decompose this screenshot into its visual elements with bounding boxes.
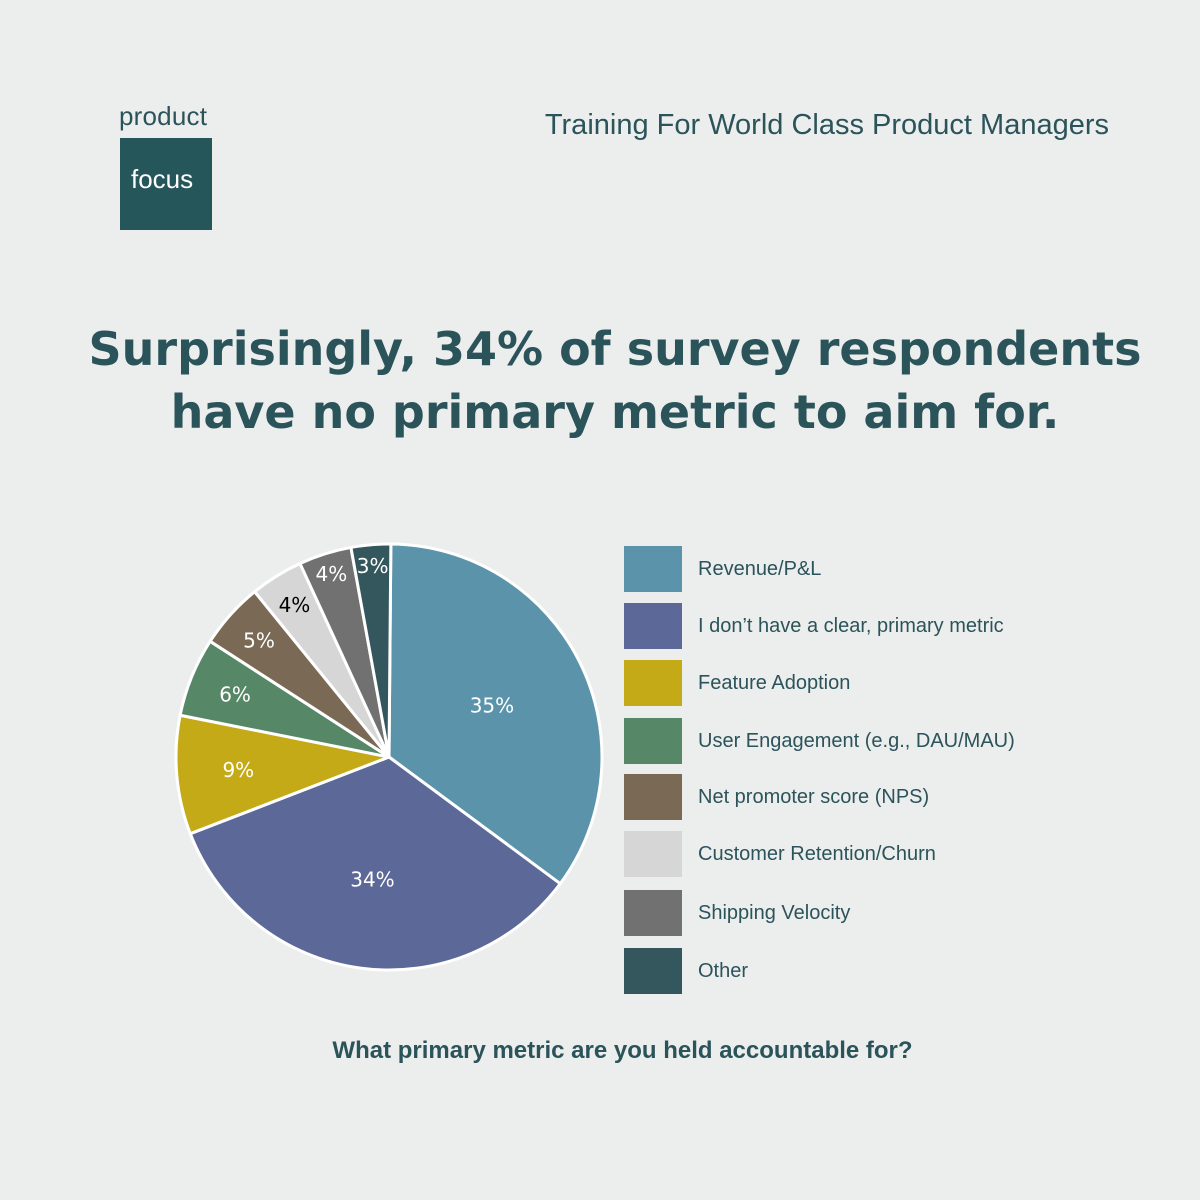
pie-slice-label: 35% [470,694,514,718]
legend-item: User Engagement (e.g., DAU/MAU) [624,718,1184,764]
legend-item: Shipping Velocity [624,890,1184,936]
legend-swatch [624,774,682,820]
pie-slice [188,755,562,972]
pie-slice [174,713,391,836]
legend-label: Feature Adoption [698,672,851,694]
legend-label: Other [698,960,749,982]
legend-item: Revenue/P&L [624,546,1184,592]
legend-swatch [624,718,682,764]
chart-question: What primary metric are you held account… [332,1037,913,1064]
legend-swatch [624,546,682,592]
legend-label: Customer Retention/Churn [698,843,936,865]
legend-label: User Engagement (e.g., DAU/MAU) [698,730,1015,752]
legend-item: I don’t have a clear, primary metric [624,603,1184,649]
pie-slice-label: 4% [315,562,347,586]
legend-label: Net promoter score (NPS) [698,786,930,808]
headline: Surprisingly, 34% of survey respondents … [60,318,1170,444]
legend-swatch [624,948,682,994]
brand-logo-wordmark: product [119,101,208,131]
pie-slice [387,542,604,886]
pie-slice-label: 5% [243,628,275,652]
headline-line-1: Surprisingly, 34% of survey respondents [88,322,1142,376]
pie-slice-label: 4% [279,593,311,617]
brand-logo-box-text: focus [131,164,194,194]
legend-label: I don’t have a clear, primary metric [698,615,1004,637]
headline-line-2: have no primary metric to aim for. [170,385,1060,439]
legend-item: Feature Adoption [624,660,1184,706]
pie-chart: 35%34%9%6%5%4%4% 3% [174,542,604,972]
legend-label: Shipping Velocity [698,902,851,924]
legend-item: Net promoter score (NPS) [624,774,1184,820]
legend-swatch [624,890,682,936]
pie-slice [349,542,393,759]
legend-swatch [624,831,682,877]
legend-item: Other [624,948,1184,994]
pie-slice-label: 34% [350,867,394,891]
brand-logo-box: focus [120,138,212,230]
pie-slice-label: 6% [219,682,251,706]
legend-label: Revenue/P&L [698,558,822,580]
legend-item: Customer Retention/Churn [624,831,1184,877]
pie-slice-label: 9% [222,758,254,782]
brand-tagline: Training For World Class Product Manager… [544,109,1109,141]
legend-swatch [624,603,682,649]
legend-swatch [624,660,682,706]
pie-slice-label: 3% [357,554,389,578]
